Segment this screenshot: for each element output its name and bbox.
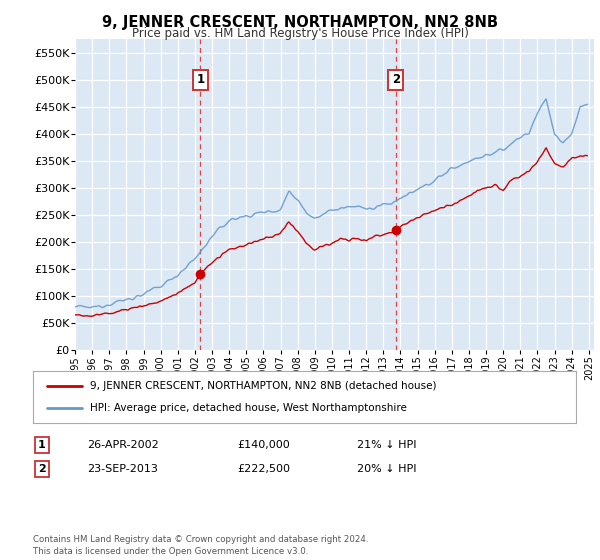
Text: £140,000: £140,000: [237, 440, 290, 450]
Text: Contains HM Land Registry data © Crown copyright and database right 2024.
This d: Contains HM Land Registry data © Crown c…: [33, 535, 368, 556]
Text: 9, JENNER CRESCENT, NORTHAMPTON, NN2 8NB: 9, JENNER CRESCENT, NORTHAMPTON, NN2 8NB: [102, 15, 498, 30]
Text: 1: 1: [38, 440, 46, 450]
Text: 20% ↓ HPI: 20% ↓ HPI: [357, 464, 416, 474]
Text: 23-SEP-2013: 23-SEP-2013: [87, 464, 158, 474]
Text: 26-APR-2002: 26-APR-2002: [87, 440, 159, 450]
Text: £222,500: £222,500: [237, 464, 290, 474]
Text: 1: 1: [196, 73, 205, 86]
Text: 2: 2: [38, 464, 46, 474]
Text: 2: 2: [392, 73, 400, 86]
Text: 21% ↓ HPI: 21% ↓ HPI: [357, 440, 416, 450]
Text: 9, JENNER CRESCENT, NORTHAMPTON, NN2 8NB (detached house): 9, JENNER CRESCENT, NORTHAMPTON, NN2 8NB…: [90, 381, 437, 391]
Text: Price paid vs. HM Land Registry's House Price Index (HPI): Price paid vs. HM Land Registry's House …: [131, 27, 469, 40]
Text: HPI: Average price, detached house, West Northamptonshire: HPI: Average price, detached house, West…: [90, 403, 407, 413]
